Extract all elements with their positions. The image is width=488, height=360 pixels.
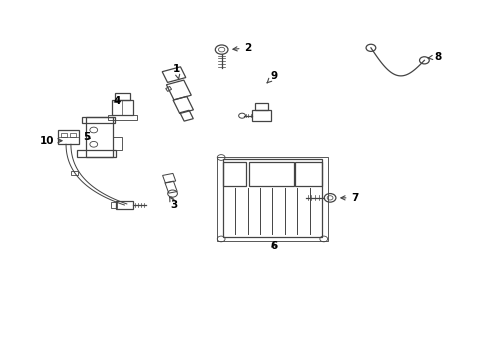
Bar xyxy=(116,202,133,208)
Bar xyxy=(112,100,132,114)
Bar xyxy=(111,202,116,207)
Text: 7: 7 xyxy=(340,193,358,203)
Bar xyxy=(77,150,116,157)
Bar xyxy=(81,117,115,123)
Bar xyxy=(108,114,136,120)
Text: 4: 4 xyxy=(113,96,121,107)
Text: 5: 5 xyxy=(83,132,90,142)
Bar xyxy=(216,157,327,241)
Bar xyxy=(61,133,66,137)
Bar xyxy=(251,111,271,121)
Bar xyxy=(70,133,76,137)
Bar xyxy=(295,162,322,186)
Text: 8: 8 xyxy=(427,52,441,62)
Text: 1: 1 xyxy=(172,64,180,80)
Bar xyxy=(222,162,245,186)
Text: 2: 2 xyxy=(232,43,251,53)
Bar xyxy=(70,171,78,175)
Bar xyxy=(113,137,122,150)
Text: 6: 6 xyxy=(269,241,277,251)
Bar xyxy=(255,103,267,111)
Bar xyxy=(115,93,130,100)
Text: 3: 3 xyxy=(169,197,177,210)
Bar xyxy=(58,130,79,144)
Bar xyxy=(86,117,113,157)
Bar xyxy=(222,158,322,237)
Text: 9: 9 xyxy=(266,71,277,83)
Bar xyxy=(248,162,293,186)
Text: 10: 10 xyxy=(40,136,62,146)
